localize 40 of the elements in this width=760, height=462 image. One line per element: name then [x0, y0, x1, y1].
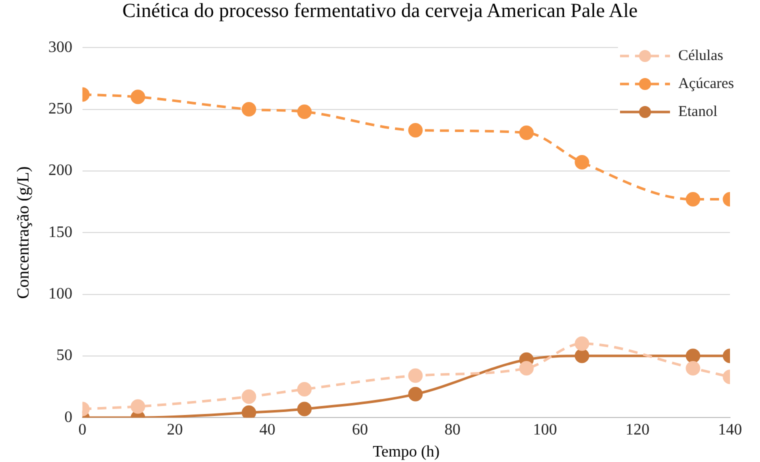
point — [242, 102, 256, 117]
point — [519, 125, 534, 140]
y-tick-label: 300 — [48, 38, 72, 56]
point — [297, 402, 312, 416]
x-tick-label: 80 — [444, 421, 460, 438]
point — [408, 368, 423, 383]
point — [130, 90, 146, 104]
legend-label: Açúcares — [678, 76, 734, 92]
x-tick-label: 120 — [625, 421, 650, 438]
x-tick-label: 20 — [166, 421, 183, 438]
y-axis-title: Concentração (g/L) — [14, 166, 33, 299]
point — [297, 104, 312, 119]
y-tick-label: 150 — [48, 224, 72, 241]
x-tick-label: 0 — [78, 421, 86, 438]
point — [574, 336, 590, 351]
point — [574, 155, 590, 170]
point — [574, 348, 590, 364]
legend-label: Células — [678, 48, 724, 64]
x-tick-label: 60 — [352, 421, 368, 438]
point — [686, 361, 700, 376]
y-tick-label: 250 — [48, 100, 72, 118]
y-tick-label: 100 — [48, 285, 72, 302]
point — [242, 389, 256, 404]
point — [408, 122, 423, 138]
y-tick-label: 0 — [64, 408, 72, 426]
x-tick-label: 40 — [259, 421, 276, 438]
y-tick-label: 50 — [56, 347, 72, 364]
point — [686, 192, 700, 207]
point — [519, 361, 534, 376]
point — [408, 386, 423, 402]
point — [242, 405, 256, 418]
point — [686, 348, 700, 364]
x-tick-label: 100 — [532, 421, 557, 438]
legend-label: Etanol — [678, 104, 718, 120]
y-tick-label: 200 — [48, 162, 72, 180]
x-axis-title: Tempo (h) — [372, 444, 440, 461]
chart-title: Cinética do processo fermentativo da cerveja American Pale Ale — [121, 0, 639, 23]
point — [297, 382, 312, 396]
x-tick-label: 140 — [718, 421, 742, 438]
point — [130, 399, 146, 414]
